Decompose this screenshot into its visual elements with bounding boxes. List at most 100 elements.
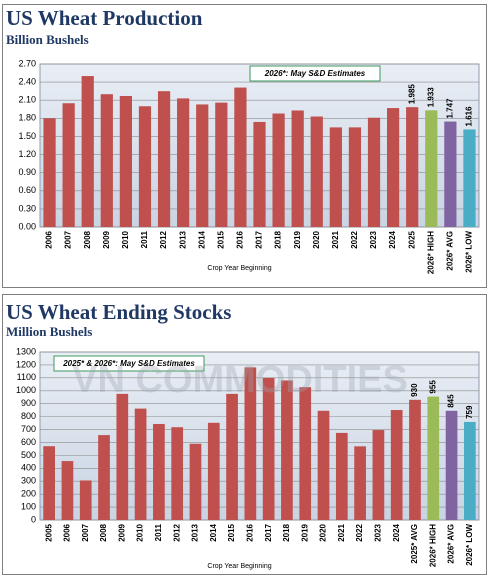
bar [317, 410, 330, 520]
x-tick-label: 2025* AVG [410, 524, 419, 564]
value-label: 1.985 [407, 84, 416, 105]
bar [234, 87, 247, 228]
bar [177, 98, 190, 228]
x-tick-label: 2024 [392, 523, 401, 541]
bar [79, 480, 92, 520]
y-tick-label: 0.30 [18, 203, 36, 213]
y-tick-label: 1.50 [18, 131, 36, 141]
value-label: 1.616 [465, 106, 474, 127]
value-label: 1.747 [445, 98, 454, 119]
bar [354, 446, 366, 520]
x-tick-label: 2008 [83, 230, 92, 248]
bar [157, 91, 171, 228]
bar [262, 377, 275, 520]
y-tick-label: 900 [21, 398, 36, 408]
x-tick-label: 2018 [282, 523, 291, 541]
y-tick-label: 1100 [17, 372, 36, 382]
y-tick-label: 1300 [16, 346, 36, 356]
x-tick-label: 2006 [45, 230, 54, 248]
y-tick-label: 0.90 [18, 167, 36, 177]
x-tick-label: 2007 [81, 523, 90, 541]
value-label: 955 [428, 380, 437, 394]
x-tick-label: 2016 [245, 523, 254, 541]
x-tick-label: 2026* HIGH [426, 231, 435, 274]
value-label: 1.933 [426, 87, 435, 108]
y-tick-label: 700 [21, 424, 36, 434]
bar [253, 121, 266, 227]
bar [244, 367, 257, 520]
bar [329, 127, 342, 227]
x-tick-label: 2021 [337, 523, 346, 541]
x-tick-label: 2022 [350, 230, 359, 248]
value-label: 759 [465, 405, 474, 419]
y-tick-label: 1.80 [18, 113, 36, 123]
bar [367, 117, 381, 227]
x-tick-label: 2005 [44, 523, 53, 541]
bar [226, 393, 238, 520]
bar [196, 104, 209, 227]
x-tick-label: 2006 [63, 523, 72, 541]
chart-title: US Wheat Ending Stocks [6, 300, 231, 324]
chart-subtitle: Million Bushels [6, 324, 92, 339]
bar [444, 121, 457, 227]
x-tick-label: 2014 [209, 523, 218, 541]
x-tick-label: 2012 [159, 230, 168, 248]
bar [372, 430, 385, 520]
bar [464, 421, 476, 520]
annotation-box [53, 355, 205, 372]
x-tick-label: 2008 [99, 523, 108, 541]
bar [409, 399, 421, 520]
x-axis-title: Crop Year Beginning [207, 265, 271, 272]
x-tick-label: 2013 [191, 523, 200, 541]
x-tick-label: 2015 [227, 523, 236, 541]
bar [98, 435, 110, 520]
bar [153, 423, 165, 520]
x-tick-label: 2018 [274, 230, 283, 248]
x-tick-label: 2023 [369, 230, 378, 248]
y-tick-label: 1000 [16, 385, 36, 395]
y-tick-label: 600 [21, 437, 36, 447]
bar [445, 410, 458, 520]
x-tick-label: 2023 [374, 523, 383, 541]
bar [406, 107, 419, 227]
annotation: 2025* & 2026*: May S&D Estimates [62, 359, 195, 368]
bar [348, 127, 362, 227]
x-tick-label: 2024 [388, 230, 397, 248]
y-tick-label: 0.00 [18, 221, 36, 231]
x-tick-label: 2026* HIGH [428, 524, 437, 567]
bar [387, 108, 400, 227]
bar [171, 427, 184, 520]
bar [390, 410, 403, 520]
x-tick-label: 2017 [264, 523, 273, 541]
bar [281, 380, 293, 520]
x-tick-label: 2010 [121, 230, 130, 248]
bar [425, 110, 438, 227]
x-tick-label: 2009 [117, 523, 126, 541]
x-axis-title: Crop Year Beginning [207, 563, 271, 570]
y-tick-label: 100 [21, 501, 36, 511]
y-tick-label: 200 [21, 489, 36, 499]
annotation: 2026*: May S&D Estimates [264, 69, 366, 78]
x-tick-label: 2016 [236, 230, 245, 248]
bar [62, 103, 75, 227]
y-tick-label: 0.60 [18, 185, 36, 195]
x-tick-label: 2020 [312, 230, 321, 248]
bar [43, 118, 56, 227]
x-tick-label: 2013 [178, 230, 187, 248]
bar [272, 113, 285, 227]
value-label: 845 [447, 394, 456, 408]
bar [100, 94, 113, 228]
x-tick-label: 2019 [293, 230, 302, 248]
x-tick-label: 2019 [300, 523, 309, 541]
y-tick-label: 1.20 [18, 149, 36, 159]
bar [61, 461, 74, 520]
x-tick-label: 2026* LOW [465, 524, 474, 566]
x-tick-label: 2010 [136, 523, 145, 541]
bar [299, 387, 312, 520]
x-tick-label: 2022 [355, 523, 364, 541]
x-tick-label: 2025 [407, 230, 416, 248]
y-tick-label: 0 [31, 514, 36, 524]
bar [43, 446, 55, 520]
chart-subtitle: Billion Bushels [6, 32, 89, 47]
